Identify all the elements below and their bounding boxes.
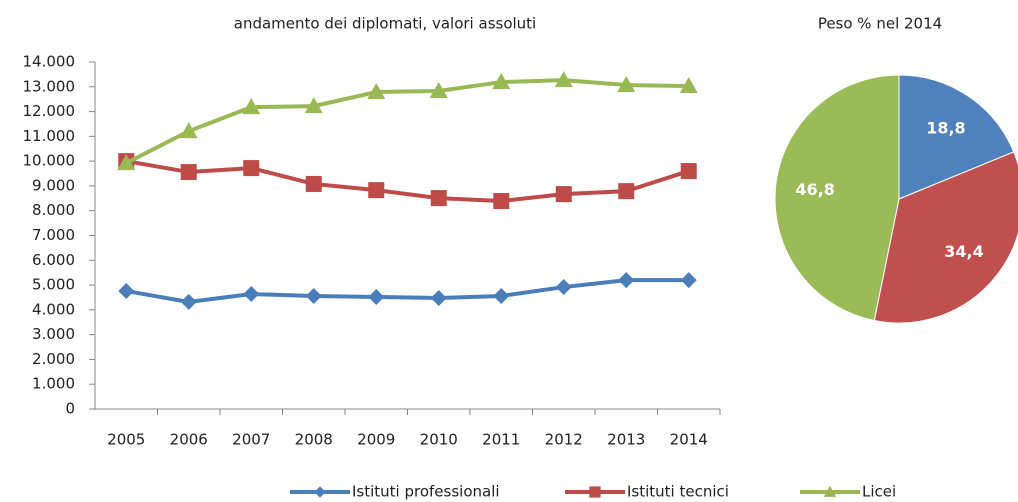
legend-label: Istituti tecnici (627, 483, 729, 501)
x-tick-label: 2012 (545, 431, 583, 449)
data-point (180, 164, 197, 181)
data-point (555, 279, 572, 296)
data-point (304, 97, 323, 114)
data-point (367, 82, 386, 99)
data-point (117, 154, 136, 171)
series-line (125, 278, 689, 304)
data-point (430, 190, 447, 207)
y-tick-label: 10.000 (23, 152, 76, 170)
y-tick-label: 0 (65, 400, 75, 418)
series-line (125, 78, 689, 165)
y-tick-label: 11.000 (23, 127, 76, 145)
data-point (368, 182, 385, 199)
pie-label: 18,8 (926, 118, 965, 137)
pie-chart-title: Peso % nel 2014 (818, 15, 942, 33)
legend-label: Licei (862, 483, 896, 501)
data-point (493, 193, 510, 210)
data-point (430, 289, 447, 306)
pie-label: 34,4 (944, 242, 983, 261)
y-tick-label: 8.000 (32, 201, 75, 219)
data-point (118, 283, 135, 300)
series-line (125, 159, 690, 204)
pie-slice (873, 151, 1018, 324)
pie-slice (898, 74, 1015, 200)
data-point (429, 81, 448, 98)
x-tick-label: 2010 (420, 431, 458, 449)
data-point (305, 287, 322, 304)
line-chart-title: andamento dei diplomati, valori assoluti (234, 15, 536, 33)
x-tick-label: 2014 (670, 431, 708, 449)
y-tick-label: 5.000 (32, 276, 75, 294)
data-point (617, 76, 636, 93)
x-tick-label: 2006 (170, 431, 208, 449)
y-tick-label: 3.000 (32, 325, 75, 343)
data-point (555, 186, 572, 203)
data-point (243, 285, 260, 302)
data-point (618, 183, 635, 200)
y-tick-label: 14.000 (23, 53, 76, 71)
pie-label: 46,8 (795, 180, 834, 199)
data-point (618, 272, 635, 289)
pie-slice (774, 74, 900, 322)
data-point (179, 122, 198, 139)
x-tick-label: 2009 (357, 431, 395, 449)
x-tick-label: 2011 (482, 431, 520, 449)
legend-label: Istituti professionali (352, 483, 500, 501)
y-tick-label: 1.000 (32, 375, 75, 393)
x-tick-label: 2013 (607, 431, 645, 449)
data-point (680, 272, 697, 289)
data-point (554, 71, 573, 88)
y-tick-label: 2.000 (32, 350, 75, 368)
y-tick-label: 9.000 (32, 176, 75, 194)
y-tick-label: 7.000 (32, 226, 75, 244)
x-tick-label: 2005 (107, 431, 145, 449)
data-point (242, 98, 261, 115)
legend-marker (823, 485, 837, 497)
data-point (493, 287, 510, 304)
data-point (492, 73, 511, 90)
legend-marker (314, 486, 326, 498)
data-point (368, 288, 385, 305)
data-point (180, 293, 197, 310)
y-tick-label: 4.000 (32, 300, 75, 318)
y-tick-label: 6.000 (32, 251, 75, 269)
x-tick-label: 2007 (232, 431, 270, 449)
x-tick-label: 2008 (295, 431, 333, 449)
data-point (305, 175, 322, 192)
data-point (680, 163, 697, 180)
data-point (243, 160, 260, 177)
data-point (679, 77, 698, 94)
legend-marker (589, 486, 601, 498)
y-tick-label: 12.000 (23, 102, 76, 120)
y-tick-label: 13.000 (23, 77, 76, 95)
